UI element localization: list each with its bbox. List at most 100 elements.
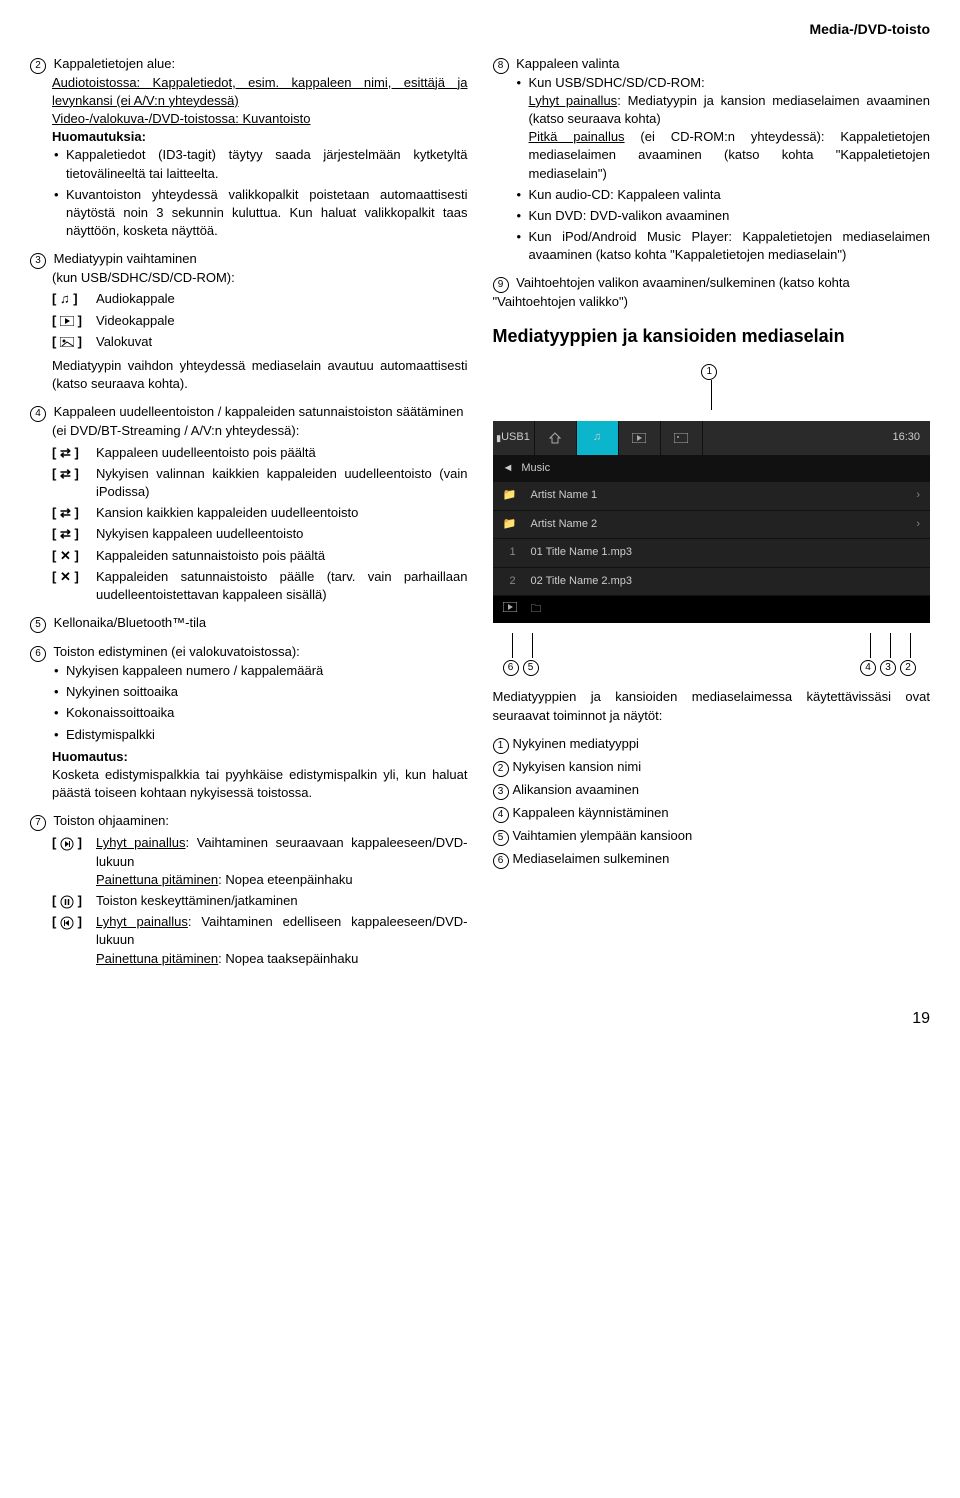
- ss-picture-tab[interactable]: [661, 421, 703, 455]
- marker-9-icon: 9: [493, 277, 509, 293]
- shuffle-on-icon: [ ✕ ]: [52, 568, 96, 586]
- ss-bottom-bar: 🗀: [493, 596, 931, 623]
- folder-small-icon[interactable]: 🗀: [531, 602, 542, 617]
- item2-title: Kappaletietojen alue:: [54, 56, 175, 71]
- callout-2-icon: 2: [900, 660, 916, 676]
- left-column: 2 Kappaletietojen alue: Audiotoistossa: …: [30, 55, 468, 978]
- ss-home-tab[interactable]: [535, 421, 577, 455]
- chevron-right-icon: ›: [916, 488, 920, 503]
- marker-4-icon: 4: [30, 406, 46, 422]
- item8-b3: Kun DVD: DVD-valikon avaaminen: [515, 207, 931, 225]
- item2-line1: Audiotoistossa: Kappaletiedot, esim. kap…: [52, 74, 468, 110]
- marker-5-icon: 5: [30, 617, 46, 633]
- callouts-bottom: 6 5 4 3 2: [493, 633, 931, 676]
- item6-huom: Huomautus:: [52, 748, 468, 766]
- media-browser-screenshot: ▮ USB1 ♫ 16:30 ◄ Music 📁 Artist Name 1 ›…: [493, 421, 931, 623]
- repeat-off-icon: [ ⇄ ]: [52, 444, 96, 462]
- item5-text: Kellonaika/Bluetooth™-tila: [54, 615, 206, 630]
- item8-b2: Kun audio-CD: Kappaleen valinta: [515, 186, 931, 204]
- item3-sub: (kun USB/SDHC/SD/CD-ROM):: [52, 269, 468, 287]
- callout-6-icon: 6: [503, 660, 519, 676]
- item7-title: Toiston ohjaaminen:: [53, 813, 169, 828]
- item-3: 3 Mediatyypin vaihtaminen (kun USB/SDHC/…: [30, 250, 468, 393]
- item2-huom: Huomautuksia:: [52, 128, 468, 146]
- item7-r1: Lyhyt painallus: Vaihtaminen seuraavaan …: [96, 834, 468, 889]
- item2-line2: Video-/valokuva-/DVD-toistossa: Kuvantoi…: [52, 110, 468, 128]
- item3-after: Mediatyypin vaihdon yhteydessä mediasela…: [52, 357, 468, 393]
- item9-text: Vaihtoehtojen valikon avaaminen/sulkemin…: [493, 275, 850, 309]
- item8-title: Kappaleen valinta: [516, 56, 619, 71]
- video-play-icon: [ ]: [52, 312, 96, 330]
- leg-2-icon: 2: [493, 761, 509, 777]
- page-number: 19: [30, 1008, 930, 1030]
- marker-8-icon: 8: [493, 58, 509, 74]
- music-note-icon: [ ♫ ]: [52, 290, 96, 308]
- item7-r3: Lyhyt painallus: Vaihtaminen edelliseen …: [96, 913, 468, 968]
- marker-3-icon: 3: [30, 253, 46, 269]
- folder-icon: 📁: [503, 488, 523, 503]
- callout-3-icon: 3: [880, 660, 896, 676]
- item2-b2: Kuvantoiston yhteydessä valikkopalkit po…: [52, 186, 468, 241]
- ss-music-tab[interactable]: ♫: [577, 421, 619, 455]
- list-item[interactable]: 2 02 Title Name 2.mp3: [493, 568, 931, 596]
- play-small-icon[interactable]: [503, 602, 517, 617]
- repeat-all-icon: [ ⇄ ]: [52, 465, 96, 483]
- ss-clock: 16:30: [892, 430, 930, 445]
- shuffle-off-icon: [ ✕ ]: [52, 547, 96, 565]
- callout-5-icon: 5: [523, 660, 539, 676]
- legend-list: 1Nykyinen mediatyyppi 2Nykyisen kansion …: [493, 735, 931, 869]
- ss-source-tab[interactable]: ▮ USB1: [493, 421, 535, 455]
- callout-4-icon: 4: [860, 660, 876, 676]
- marker-2-icon: 2: [30, 58, 46, 74]
- item8-b1: Kun USB/SDHC/SD/CD-ROM: Lyhyt painallus:…: [515, 74, 931, 183]
- item2-b1: Kappaletiedot (ID3-tagit) täytyy saada j…: [52, 146, 468, 182]
- item-5: 5 Kellonaika/Bluetooth™-tila: [30, 614, 468, 633]
- item3-title: Mediatyypin vaihtaminen: [54, 251, 197, 266]
- right-column: 8 Kappaleen valinta Kun USB/SDHC/SD/CD-R…: [493, 55, 931, 978]
- item-7: 7 Toiston ohjaaminen: [ ] Lyhyt painallu…: [30, 812, 468, 967]
- leg-6-icon: 6: [493, 853, 509, 869]
- item-6: 6 Toiston edistyminen (ei valokuvatoisto…: [30, 643, 468, 802]
- item4-sub: (ei DVD/BT-Streaming / A/V:n yhteydessä)…: [52, 422, 468, 440]
- next-track-icon: [ ]: [52, 834, 96, 852]
- item6-b2: Nykyinen soittoaika: [52, 683, 468, 701]
- leg-4-icon: 4: [493, 807, 509, 823]
- item6-note: Kosketa edistymispalkkia tai pyyhkäise e…: [52, 766, 468, 802]
- ss-tabbar: ▮ USB1 ♫ 16:30: [493, 421, 931, 455]
- callout-1-icon: 1: [701, 364, 717, 380]
- item-9: 9 Vaihtoehtojen valikon avaaminen/sulkem…: [493, 274, 931, 311]
- pause-icon: [ ]: [52, 892, 96, 910]
- leg-1-icon: 1: [493, 738, 509, 754]
- leg-5-icon: 5: [493, 830, 509, 846]
- item6-title: Toiston edistyminen (ei valokuvatoistoss…: [53, 644, 299, 659]
- after-screenshot-text: Mediatyyppien ja kansioiden mediaselaime…: [493, 688, 931, 724]
- ss-breadcrumb[interactable]: ◄ Music: [493, 455, 931, 482]
- list-item[interactable]: 📁 Artist Name 1 ›: [493, 482, 931, 510]
- back-arrow-icon: ◄: [503, 461, 514, 476]
- two-column-layout: 2 Kappaletietojen alue: Audiotoistossa: …: [30, 55, 930, 978]
- list-item[interactable]: 📁 Artist Name 2 ›: [493, 511, 931, 539]
- prev-track-icon: [ ]: [52, 913, 96, 931]
- picture-icon: [ ]: [52, 333, 96, 351]
- marker-7-icon: 7: [30, 815, 46, 831]
- item4-title: Kappaleen uudelleentoiston / kappaleiden…: [54, 404, 464, 419]
- repeat-one-icon: [ ⇄ ]: [52, 525, 96, 543]
- item8-b4: Kun iPod/Android Music Player: Kappaleti…: [515, 228, 931, 264]
- track-number: 1: [503, 545, 523, 560]
- ss-video-tab[interactable]: [619, 421, 661, 455]
- section-h2: Mediatyyppien ja kansioiden mediaselain: [493, 324, 931, 349]
- callout-1-top: 1: [493, 361, 931, 415]
- marker-6-icon: 6: [30, 646, 46, 662]
- track-number: 2: [503, 574, 523, 589]
- chevron-right-icon: ›: [916, 517, 920, 532]
- breadcrumb-label: Music: [521, 461, 550, 476]
- repeat-folder-icon: [ ⇄ ]: [52, 504, 96, 522]
- section-header: Media-/DVD-toisto: [30, 20, 930, 40]
- list-item[interactable]: 1 01 Title Name 1.mp3: [493, 539, 931, 567]
- folder-icon: 📁: [503, 517, 523, 532]
- item-8: 8 Kappaleen valinta Kun USB/SDHC/SD/CD-R…: [493, 55, 931, 265]
- item-2: 2 Kappaletietojen alue: Audiotoistossa: …: [30, 55, 468, 241]
- item6-b4: Edistymispalkki: [52, 726, 468, 744]
- leg-3-icon: 3: [493, 784, 509, 800]
- item6-b3: Kokonaissoittoaika: [52, 704, 468, 722]
